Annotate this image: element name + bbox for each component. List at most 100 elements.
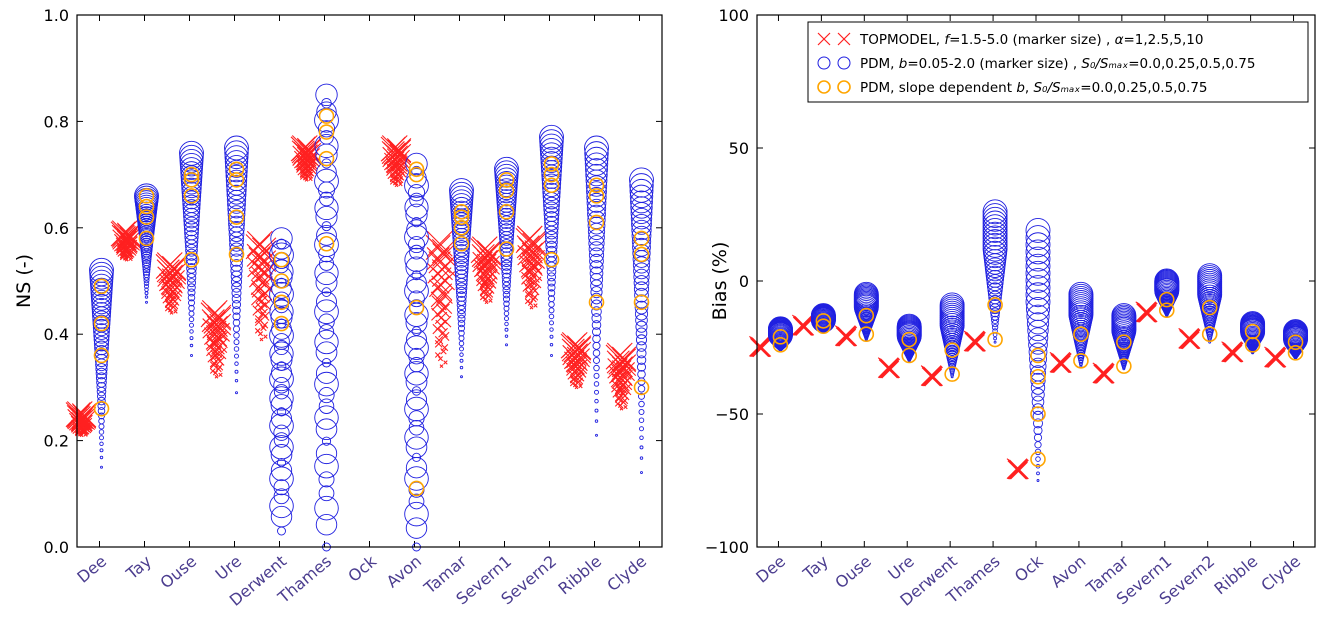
cross-marker [476,273,490,287]
cross-marker [516,235,540,259]
cross-marker [291,140,315,164]
category-label: Dee [752,552,789,587]
circle-marker [629,178,654,203]
circle-marker [224,135,249,161]
circle-marker [498,204,515,220]
ns-chart: 0.00.20.40.60.81.0NS (-)Dee Tay Ouse UreDer… [13,6,663,610]
circle-marker [453,209,470,225]
circle-marker [321,358,332,368]
circle-marker [1030,372,1046,389]
circle-marker [271,239,292,260]
cross-marker [1010,461,1028,480]
cross-marker [209,368,216,374]
circle-marker [594,398,599,404]
circle-marker [89,257,114,283]
circle-marker [189,322,194,328]
circle-marker [226,179,247,201]
legend-label-part: PDM, [860,56,899,72]
cross-marker [251,237,277,262]
circle-marker [273,273,290,289]
legend-label-part: PDM, slope dependent [860,80,1016,96]
circle-marker [138,198,155,215]
circle-marker [315,205,338,229]
circle-marker [98,412,105,420]
cross-marker [471,243,495,268]
circle-marker [1025,253,1051,279]
cross-marker [173,309,178,314]
cross-marker [611,379,625,393]
y-tick-label: 100 [718,6,749,25]
y-tick-label: 50 [729,139,749,158]
circle-marker [636,362,647,372]
circle-marker [584,135,609,161]
cross-marker [304,178,309,182]
circle-marker [92,314,111,333]
cross-marker [795,318,814,336]
circle-marker [184,225,199,241]
circle-marker [318,124,335,140]
circle-marker [1283,319,1308,344]
circle-marker [1026,312,1050,335]
circle-marker [316,224,337,246]
circle-marker [269,259,294,284]
circle-marker [501,272,512,283]
circle-marker [1035,456,1041,462]
circle-marker [269,413,294,438]
circle-marker [989,299,1001,311]
legend-label-part: =1.5-5.0 (marker size) , [949,32,1114,48]
category-label: Tay [799,552,832,584]
circle-marker [588,241,605,257]
circle-marker [408,480,425,497]
circle-marker [1111,303,1137,329]
circle-marker [1028,334,1048,355]
circle-marker [990,315,1000,324]
circle-marker [982,218,1008,243]
circle-marker [549,320,554,326]
cross-marker [209,361,218,370]
circle-marker [637,385,646,393]
circle-marker [982,225,1008,251]
circle-marker [459,365,464,370]
circle-marker [187,283,196,292]
circle-marker [92,310,111,329]
circle-marker [231,293,242,304]
circle-marker [632,237,651,257]
circle-marker [593,381,600,387]
circle-marker [408,236,425,254]
circle-marker [901,331,918,348]
circle-marker [228,215,245,233]
circle-marker [315,341,338,364]
circle-marker [405,203,428,226]
circle-marker [314,195,339,221]
cross-marker [111,224,135,248]
circle-marker [99,435,104,441]
circle-marker [1036,471,1040,476]
cross-marker [116,222,142,247]
cross-marker [517,244,538,266]
circle-marker [498,223,515,239]
circle-marker [143,271,150,279]
circle-marker [98,417,105,425]
circle-marker [1025,282,1051,308]
circle-marker [96,381,107,393]
circle-marker [1025,275,1051,301]
circle-marker [229,242,244,257]
circle-marker [314,232,339,257]
circle-marker [772,337,789,353]
cross-marker [254,314,264,324]
circle-marker [319,191,334,207]
cross-marker [260,311,270,321]
cross-marker [924,368,943,387]
circle-marker [1287,334,1304,350]
circle-marker [142,262,151,271]
legend-label-part: b [899,56,908,72]
cross-marker [68,406,91,429]
circle-marker [182,199,201,217]
circle-marker [143,280,150,286]
circle-marker [588,247,605,263]
plot-frame [76,14,663,548]
circle-marker [990,307,1001,318]
circle-marker [631,213,652,235]
circle-marker [1197,263,1223,289]
circle-marker [183,166,200,183]
